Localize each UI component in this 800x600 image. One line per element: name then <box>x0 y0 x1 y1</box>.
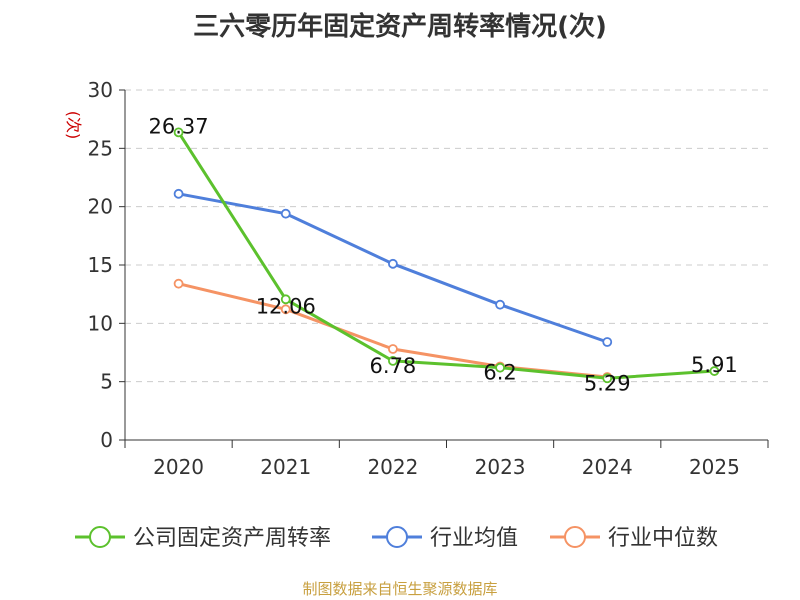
data-label: 12.06 <box>256 294 316 318</box>
y-tick-label: 15 <box>88 253 113 277</box>
data-label: 5.91 <box>691 353 738 377</box>
data-point <box>280 304 291 315</box>
data-point <box>388 355 398 366</box>
legend-marker <box>89 526 111 548</box>
legend-marker <box>564 526 586 548</box>
grid-layer <box>125 89 768 383</box>
x-tick-label: 2023 <box>475 455 526 479</box>
data-point <box>173 188 184 199</box>
data-label: 6.78 <box>370 354 417 378</box>
legend-label: 行业均值 <box>430 526 518 551</box>
data-label: 6.2 <box>483 361 516 385</box>
data-label: 26.37 <box>149 114 209 138</box>
series-layer <box>173 127 720 384</box>
data-point <box>709 366 720 376</box>
y-tick-label: 10 <box>88 311 113 335</box>
x-tick-label: 2025 <box>689 455 740 479</box>
data-point <box>495 362 505 373</box>
y-tick-label: 30 <box>88 78 113 102</box>
data-point <box>495 299 505 310</box>
y-tick-label: 25 <box>88 136 113 160</box>
y-axis-label: (次) <box>64 111 83 140</box>
y-tick-label: 0 <box>100 428 113 452</box>
x-tick-label: 2021 <box>260 455 311 479</box>
x-tick-label: 2022 <box>367 455 418 479</box>
x-tick-label: 2024 <box>582 455 633 479</box>
data-point <box>388 344 398 354</box>
data-point <box>280 294 291 305</box>
legend-marker <box>386 526 408 548</box>
data-point <box>602 373 613 384</box>
data-label: 5.29 <box>584 371 631 395</box>
data-point <box>388 258 398 269</box>
source-note: 制图数据来自恒生聚源数据库 <box>302 580 498 598</box>
data-point <box>173 278 184 289</box>
data-point <box>602 337 613 347</box>
y-tick-label: 5 <box>100 370 113 394</box>
data-point <box>280 208 291 219</box>
legend-label: 行业中位数 <box>608 526 718 551</box>
series-line <box>177 131 715 380</box>
y-tick-label: 20 <box>88 195 113 219</box>
chart-title: 三六零历年固定资产周转率情况(次) <box>193 12 607 42</box>
legend: 公司固定资产周转率 行业均值 行业中位数 <box>75 526 718 551</box>
data-point <box>173 127 184 138</box>
data-label-layer: 26.37 12.06 6.78 6.2 5.29 5.91 <box>149 114 738 395</box>
legend-label: 公司固定资产周转率 <box>133 526 331 551</box>
x-tick-label: 2020 <box>153 455 204 479</box>
